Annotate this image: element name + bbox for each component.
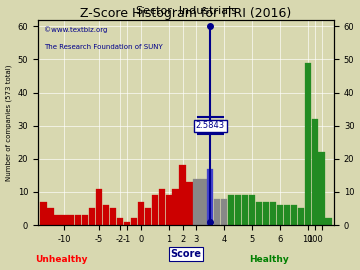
- Title: Z-Score Histogram for ITRI (2016): Z-Score Histogram for ITRI (2016): [80, 7, 292, 20]
- Bar: [242, 195, 248, 225]
- Bar: [138, 202, 144, 225]
- Bar: [221, 198, 228, 225]
- Bar: [179, 166, 186, 225]
- Bar: [207, 169, 213, 225]
- Text: Healthy: Healthy: [249, 255, 289, 264]
- Bar: [48, 208, 54, 225]
- Bar: [172, 189, 179, 225]
- Text: Sector: Industrials: Sector: Industrials: [135, 6, 237, 16]
- Bar: [214, 198, 220, 225]
- Bar: [200, 179, 207, 225]
- Bar: [96, 189, 102, 225]
- Bar: [256, 202, 262, 225]
- Bar: [270, 202, 276, 225]
- Bar: [319, 152, 325, 225]
- Bar: [131, 218, 137, 225]
- Bar: [228, 195, 234, 225]
- Bar: [325, 218, 332, 225]
- Bar: [305, 63, 311, 225]
- Bar: [68, 215, 75, 225]
- Bar: [277, 205, 283, 225]
- Bar: [89, 208, 95, 225]
- Text: 2.5843: 2.5843: [196, 121, 225, 130]
- Bar: [291, 205, 297, 225]
- Bar: [54, 215, 60, 225]
- Bar: [284, 205, 290, 225]
- Bar: [61, 215, 68, 225]
- Bar: [152, 195, 158, 225]
- Bar: [186, 182, 193, 225]
- Bar: [103, 205, 109, 225]
- Bar: [158, 189, 165, 225]
- Bar: [40, 202, 47, 225]
- Bar: [110, 208, 116, 225]
- Bar: [298, 208, 304, 225]
- Bar: [235, 195, 241, 225]
- Text: Unhealthy: Unhealthy: [35, 255, 88, 264]
- Bar: [249, 195, 255, 225]
- X-axis label: Score: Score: [171, 249, 202, 259]
- Bar: [82, 215, 88, 225]
- Bar: [117, 218, 123, 225]
- Bar: [193, 179, 199, 225]
- Y-axis label: Number of companies (573 total): Number of companies (573 total): [5, 64, 12, 181]
- Text: ©www.textbiz.org: ©www.textbiz.org: [44, 26, 107, 33]
- Bar: [166, 195, 172, 225]
- Bar: [311, 119, 318, 225]
- Text: The Research Foundation of SUNY: The Research Foundation of SUNY: [44, 44, 163, 50]
- Bar: [75, 215, 81, 225]
- Bar: [145, 208, 151, 225]
- Bar: [263, 202, 269, 225]
- Bar: [124, 222, 130, 225]
